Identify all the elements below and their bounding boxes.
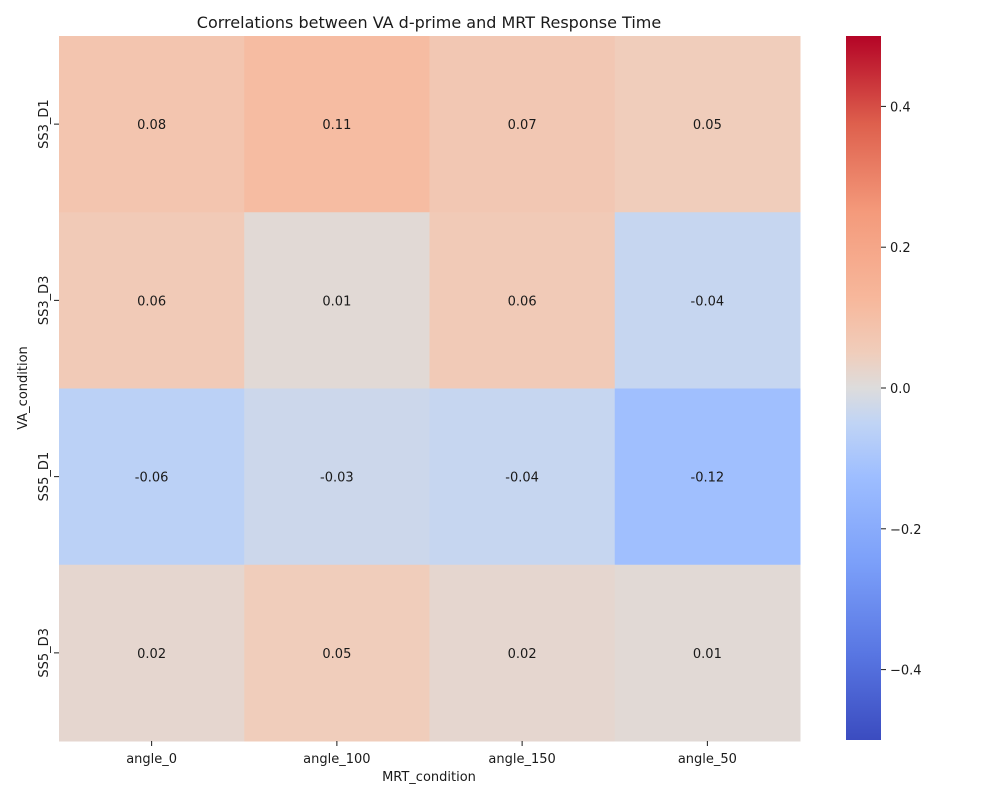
y-tick-label: SS3_D3 [37,276,52,326]
y-axis: SS3_D1 SS3_D3 SS5_D1 SS5_D3 [37,99,59,678]
heatmap-cell [429,564,616,742]
cell-value-label: -0.06 [135,471,169,486]
cell-value-label: 0.06 [508,294,537,309]
heatmap-cell [429,212,616,389]
heatmap-cell [59,564,245,742]
heatmap-cell [429,36,616,213]
cell-value-label: 0.01 [693,647,722,662]
colorbar-gradient [846,36,881,740]
cell-value-label: 0.11 [322,118,351,133]
x-tick-label: angle_100 [303,752,370,767]
colorbar-tick-label: −0.4 [890,664,922,679]
heatmap-cell [59,36,245,213]
cell-value-label: 0.08 [137,118,166,133]
cell-value-label: -0.03 [320,471,354,486]
x-tick-label: angle_0 [126,752,177,767]
heatmap-cell [244,212,430,389]
heatmap-cell [244,564,430,742]
heatmap-value-labels: 0.08 0.11 0.07 0.05 0.06 0.01 0.06 -0.04 -0.06 -0… [135,118,724,662]
heatmap-cell [244,36,430,213]
cell-value-label: 0.07 [508,118,537,133]
colorbar-tick-label: 0.0 [890,382,911,397]
x-tick-label: angle_50 [678,752,737,767]
x-axis: angle_0 angle_100 angle_150 angle_50 [126,741,737,767]
heatmap-cell [614,36,801,213]
y-tick-label: SS5_D3 [37,628,52,678]
x-tick-label: angle_150 [488,752,555,767]
colorbar-tick-label: −0.2 [890,523,922,538]
cell-value-label: 0.02 [137,647,166,662]
colorbar: −0.4 −0.2 0.0 0.2 0.4 [846,36,922,740]
colorbar-tick-label: 0.2 [890,241,911,256]
cell-value-label: 0.05 [693,118,722,133]
colorbar-tick-label: 0.4 [890,100,911,115]
heatmap-cell [244,388,430,566]
x-axis-label: MRT_condition [382,770,476,785]
heatmap-cell [614,564,801,742]
cell-value-label: 0.01 [322,294,351,309]
cell-value-label: 0.06 [137,294,166,309]
y-axis-label: VA_condition [16,346,31,430]
heatmap-cell [614,388,801,566]
heatmap-cells [59,36,801,742]
heatmap-cell [59,212,245,389]
y-tick-label: SS5_D1 [37,452,52,502]
chart-title: Correlations between VA d-prime and MRT … [197,13,661,32]
cell-value-label: -0.04 [691,294,725,309]
cell-value-label: -0.04 [505,471,539,486]
heatmap-cell [59,388,245,566]
heatmap-cell [429,388,616,566]
cell-value-label: 0.05 [322,647,351,662]
y-tick-label: SS3_D1 [37,99,52,149]
cell-value-label: 0.02 [508,647,537,662]
heatmap-cell [614,212,801,389]
cell-value-label: -0.12 [691,471,725,486]
